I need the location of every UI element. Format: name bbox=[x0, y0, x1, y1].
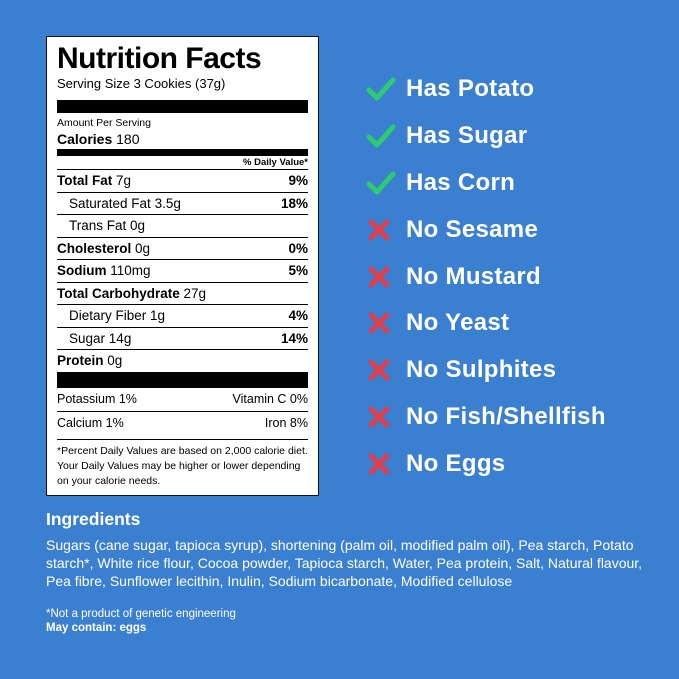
nutrient-pct: 9% bbox=[288, 173, 308, 188]
claim-item: No Yeast bbox=[366, 300, 606, 347]
nutrient-amount: 0g bbox=[135, 240, 151, 256]
calories-row: Calories 180 bbox=[57, 130, 308, 149]
claim-item: Has Potato bbox=[366, 66, 606, 113]
claims-list: Has Potato Has Sugar Has Corn No Sesame … bbox=[366, 66, 606, 487]
ingredients-text: Sugars (cane sugar, tapioca syrup), shor… bbox=[46, 537, 643, 589]
claim-text: No Yeast bbox=[406, 309, 510, 337]
nutrient-name: Trans Fat bbox=[69, 218, 127, 233]
check-icon bbox=[366, 123, 406, 149]
nutrient-row-dietary-fiber: Dietary Fiber 1g 4% bbox=[57, 304, 308, 327]
daily-value-footnote: *Percent Daily Values are based on 2,000… bbox=[57, 438, 308, 489]
nutrient-name: Total Fat bbox=[57, 173, 113, 188]
cross-icon bbox=[366, 404, 406, 430]
nutrient-row-sugar: Sugar 14g 14% bbox=[57, 326, 308, 350]
claim-text: Has Corn bbox=[406, 168, 516, 196]
medium-divider bbox=[57, 149, 308, 156]
claim-item: No Eggs bbox=[366, 440, 606, 487]
nutrient-amount: 1g bbox=[150, 308, 166, 323]
nutrient-name: Saturated Fat bbox=[69, 195, 151, 211]
vitamin-row: Potassium 1% Vitamin C 0% bbox=[57, 388, 308, 411]
vitamin-right: Iron 8% bbox=[264, 415, 308, 430]
ingredients-title: Ingredients bbox=[46, 509, 141, 529]
nutrient-row-cholesterol: Cholesterol 0g 0% bbox=[57, 236, 308, 260]
nutrient-row-trans-fat: Trans Fat 0g bbox=[57, 214, 308, 237]
claim-item: Has Corn bbox=[366, 160, 606, 207]
claim-text: No Mustard bbox=[406, 262, 541, 290]
nutrient-row-saturated-fat: Saturated Fat 3.5g 18% bbox=[57, 191, 308, 215]
cross-icon bbox=[366, 451, 406, 477]
nutrient-amount: 27g bbox=[183, 285, 207, 301]
vitamin-right: Vitamin C 0% bbox=[232, 391, 309, 406]
check-icon bbox=[366, 170, 406, 196]
vitamin-left: Potassium 1% bbox=[57, 391, 137, 406]
nutrient-name: Sugar bbox=[69, 330, 106, 346]
claim-item: Has Sugar bbox=[366, 113, 606, 160]
cross-icon bbox=[366, 357, 406, 383]
cross-icon bbox=[366, 264, 406, 290]
nutrient-name: Protein bbox=[57, 353, 104, 368]
nutrient-pct: 5% bbox=[288, 263, 308, 278]
nutrient-amount: 14g bbox=[108, 330, 132, 346]
claim-item: No Sesame bbox=[366, 206, 606, 253]
gmo-note: *Not a product of genetic engineering bbox=[46, 608, 236, 620]
nutrient-amount: 3.5g bbox=[154, 195, 181, 211]
nutrient-amount: 7g bbox=[116, 173, 132, 188]
claim-text: No Fish/Shellfish bbox=[406, 402, 606, 430]
claim-item: No Fish/Shellfish bbox=[366, 394, 606, 441]
nutrition-facts-label: Nutrition Facts Serving Size 3 Cookies (… bbox=[46, 36, 319, 496]
nutrient-pct: 18% bbox=[280, 195, 308, 211]
claim-text: No Sulphites bbox=[406, 356, 557, 384]
nutrient-name: Total Carbohydrate bbox=[57, 285, 180, 301]
nutrition-facts-title: Nutrition Facts bbox=[57, 42, 262, 75]
daily-value-header: % Daily Value* bbox=[243, 157, 308, 168]
vitamin-row: Calcium 1% Iron 8% bbox=[57, 410, 308, 435]
calories-label: Calories bbox=[57, 131, 113, 147]
nutrient-row-protein: Protein 0g bbox=[57, 349, 308, 372]
nutrient-row-sodium: Sodium 110mg 5% bbox=[57, 259, 308, 282]
ingredients-section: Ingredients Sugars (cane sugar, tapioca … bbox=[46, 508, 656, 635]
nutrient-row-total-fat: Total Fat 7g 9% bbox=[57, 169, 308, 192]
cross-icon bbox=[366, 310, 406, 336]
nutrient-name: Dietary Fiber bbox=[69, 308, 147, 323]
check-icon bbox=[366, 76, 406, 102]
nutrient-pct: 14% bbox=[280, 330, 308, 346]
claim-text: Has Sugar bbox=[406, 122, 528, 150]
thick-divider bbox=[57, 371, 308, 388]
claim-text: No Sesame bbox=[406, 215, 539, 243]
nutrient-amount: 0g bbox=[130, 218, 146, 233]
nutrient-name: Cholesterol bbox=[57, 240, 132, 256]
calories-value: 180 bbox=[116, 131, 140, 147]
nutrient-amount: 110mg bbox=[110, 263, 151, 278]
claim-item: No Mustard bbox=[366, 253, 606, 300]
thick-divider bbox=[57, 100, 308, 113]
cross-icon bbox=[366, 217, 406, 243]
nutrient-amount: 0g bbox=[107, 353, 123, 368]
amount-per-serving: Amount Per Serving bbox=[57, 117, 151, 129]
nutrient-name: Sodium bbox=[57, 263, 107, 278]
vitamin-left: Calcium 1% bbox=[57, 415, 124, 430]
nutrient-pct: 0% bbox=[288, 240, 308, 256]
nutrient-row-total-carbohydrate: Total Carbohydrate 27g bbox=[57, 281, 308, 305]
claim-item: No Sulphites bbox=[366, 347, 606, 394]
claim-text: Has Potato bbox=[406, 75, 535, 103]
nutrient-pct: 4% bbox=[288, 308, 308, 323]
allergen-note: May contain: eggs bbox=[46, 622, 147, 634]
serving-size: Serving Size 3 Cookies (37g) bbox=[57, 76, 226, 91]
claim-text: No Eggs bbox=[406, 449, 506, 477]
